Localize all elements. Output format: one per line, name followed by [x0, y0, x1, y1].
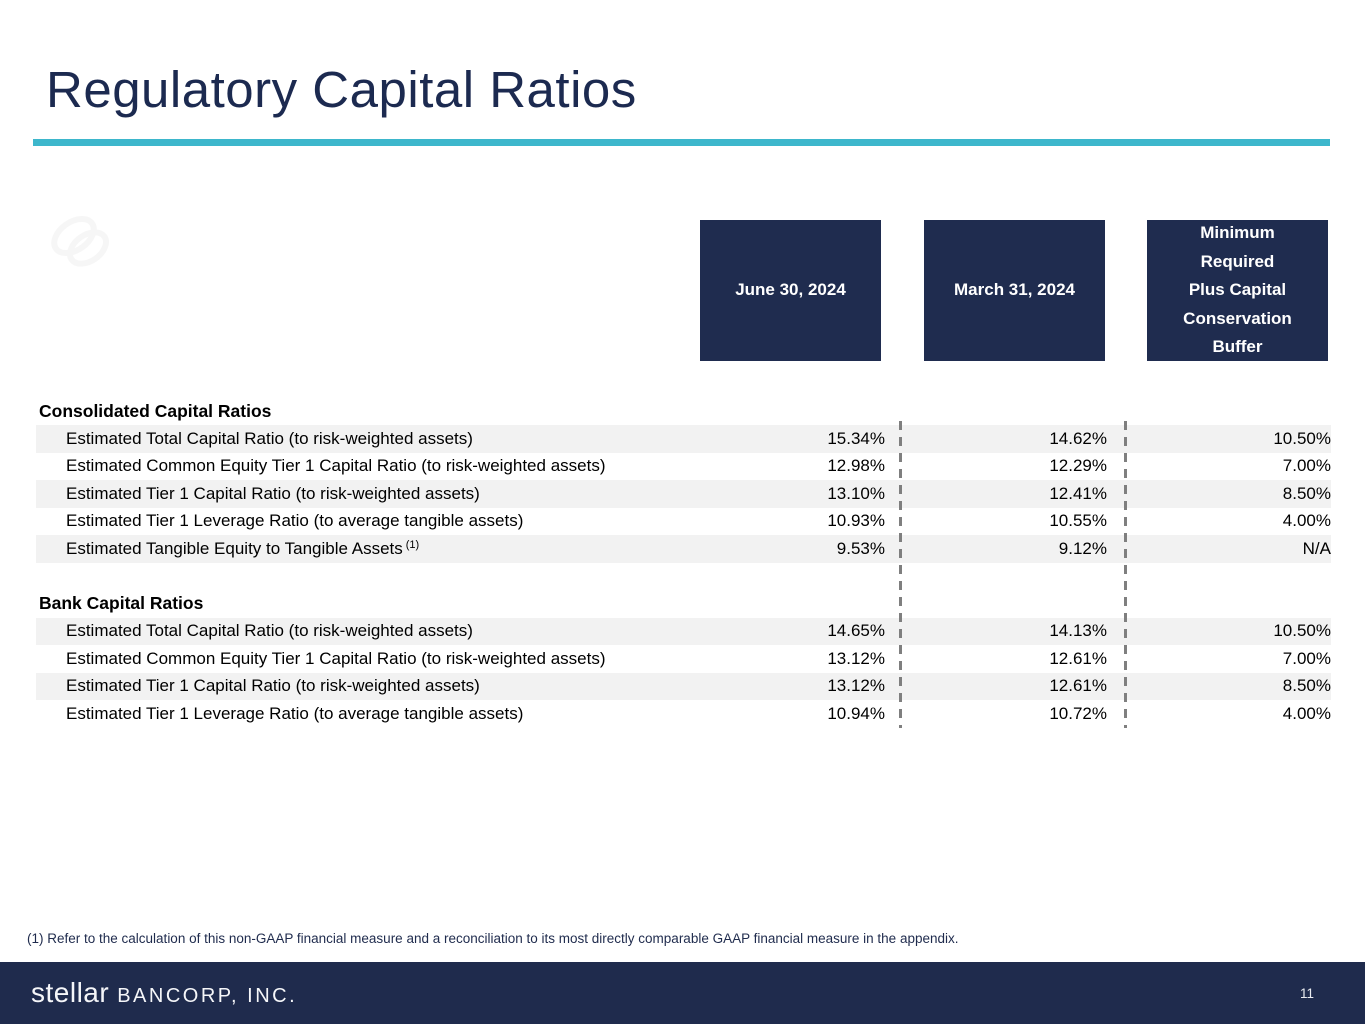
column-header-june: June 30, 2024 [700, 220, 881, 361]
value-minimum: 8.50% [1282, 483, 1331, 503]
value-june: 15.34% [827, 428, 885, 448]
table-row: Estimated Tier 1 Capital Ratio (to risk-… [36, 480, 1331, 508]
column-divider-dashed [899, 421, 902, 728]
value-march: 12.61% [1049, 648, 1107, 668]
title-underline-rule [33, 139, 1330, 146]
logo-text-stellar: stellar [31, 977, 110, 1008]
table-row: Estimated Common Equity Tier 1 Capital R… [36, 453, 1331, 481]
row-label: Estimated Tangible Equity to Tangible As… [66, 538, 420, 558]
value-june: 14.65% [827, 621, 885, 641]
value-march: 10.55% [1049, 511, 1107, 531]
value-minimum: 8.50% [1282, 676, 1331, 696]
value-june: 13.12% [827, 676, 885, 696]
company-logo: stellar BANCORP, INC. [31, 977, 297, 1009]
value-minimum: 10.50% [1273, 621, 1331, 641]
table-row: Estimated Tier 1 Leverage Ratio (to aver… [36, 700, 1331, 728]
value-june: 13.10% [827, 483, 885, 503]
table-row: Estimated Total Capital Ratio (to risk-w… [36, 617, 1331, 645]
page-number: 11 [1300, 985, 1315, 1001]
value-minimum: 4.00% [1282, 511, 1331, 531]
value-march: 10.72% [1049, 703, 1107, 723]
watermark-icon [36, 206, 126, 281]
row-label: Estimated Tier 1 Capital Ratio (to risk-… [66, 483, 480, 503]
page-title: Regulatory Capital Ratios [46, 61, 637, 118]
value-minimum: 4.00% [1282, 703, 1331, 723]
footer-bar: stellar BANCORP, INC. 11 [0, 962, 1365, 1024]
logo-text-bancorp: BANCORP, INC. [117, 985, 298, 1007]
column-header-label: Minimum Required Plus Capital Conservati… [1183, 223, 1292, 357]
row-label: Estimated Total Capital Ratio (to risk-w… [66, 621, 473, 641]
row-label: Estimated Tier 1 Leverage Ratio (to aver… [66, 703, 524, 723]
value-june: 10.93% [827, 511, 885, 531]
column-header-label: June 30, 2024 [735, 280, 846, 300]
column-divider-dashed [1124, 421, 1127, 728]
table-row: Estimated Tangible Equity to Tangible As… [36, 535, 1331, 563]
value-minimum: N/A [1302, 538, 1331, 558]
row-label: Estimated Tier 1 Capital Ratio (to risk-… [66, 676, 480, 696]
section-header-bank: Bank Capital Ratios [39, 593, 204, 613]
table-row: Estimated Common Equity Tier 1 Capital R… [36, 645, 1331, 673]
value-june: 13.12% [827, 648, 885, 668]
value-march: 12.61% [1049, 676, 1107, 696]
value-minimum: 7.00% [1282, 648, 1331, 668]
value-june: 10.94% [827, 703, 885, 723]
row-label: Estimated Total Capital Ratio (to risk-w… [66, 428, 473, 448]
value-march: 12.41% [1049, 483, 1107, 503]
value-minimum: 7.00% [1282, 456, 1331, 476]
value-march: 9.12% [1058, 538, 1107, 558]
footnote-ref: (1) [405, 538, 420, 551]
column-header-march: March 31, 2024 [924, 220, 1105, 361]
footnote-text: (1) Refer to the calculation of this non… [27, 931, 959, 946]
table-row: Estimated Total Capital Ratio (to risk-w… [36, 425, 1331, 453]
section-header-consolidated: Consolidated Capital Ratios [39, 400, 272, 421]
column-header-minimum-required: Minimum Required Plus Capital Conservati… [1147, 220, 1328, 361]
row-label: Estimated Common Equity Tier 1 Capital R… [66, 648, 606, 668]
table-row: Estimated Tier 1 Capital Ratio (to risk-… [36, 672, 1331, 700]
value-june: 9.53% [836, 538, 885, 558]
value-march: 14.13% [1049, 621, 1107, 641]
value-march: 12.29% [1049, 456, 1107, 476]
table-row: Estimated Tier 1 Leverage Ratio (to aver… [36, 508, 1331, 536]
row-label: Estimated Tier 1 Leverage Ratio (to aver… [66, 511, 524, 531]
row-label: Estimated Common Equity Tier 1 Capital R… [66, 456, 606, 476]
value-march: 14.62% [1049, 428, 1107, 448]
value-june: 12.98% [827, 456, 885, 476]
section-spacer [36, 563, 1331, 590]
value-minimum: 10.50% [1273, 428, 1331, 448]
column-header-label: March 31, 2024 [954, 280, 1075, 300]
capital-ratios-table: Consolidated Capital Ratios Estimated To… [36, 397, 1331, 728]
